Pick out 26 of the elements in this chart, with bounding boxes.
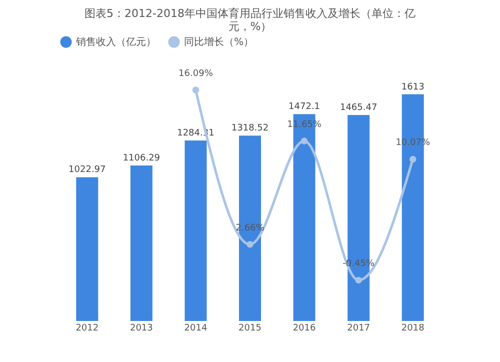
bar [130, 166, 152, 321]
x-tick-label: 2017 [347, 324, 370, 334]
legend-label: 销售收入（亿元） [75, 36, 156, 48]
text: 图表5：2012-2018年中国体育用品行业销售收入及增长（单位：亿 [84, 7, 416, 20]
legend-label: 同比增长（%） [184, 36, 254, 48]
x-tick-label: 2012 [76, 324, 99, 334]
data-label: 1613 [401, 82, 424, 92]
point [410, 156, 416, 163]
data-label: 1022.97 [68, 165, 106, 176]
x-tick-label: 2014 [184, 324, 208, 334]
x-tick-label: 2015 [238, 324, 262, 334]
data-label: 1465.47 [340, 103, 378, 114]
data-label: 1318.52 [231, 124, 269, 134]
bar [76, 177, 98, 321]
data-label: 1472.1 [288, 102, 320, 112]
text: 元，%） [228, 20, 272, 33]
point [246, 241, 254, 248]
data-label: 1106.29 [122, 154, 160, 164]
point [355, 276, 362, 284]
bar [184, 140, 207, 321]
x-tick-label: 2016 [292, 324, 316, 334]
x-tick-label: 2013 [130, 324, 153, 334]
data-label: 16.09% [178, 68, 214, 79]
point [192, 86, 200, 94]
x-tick-label: 2018 [401, 324, 425, 334]
point [300, 138, 308, 144]
